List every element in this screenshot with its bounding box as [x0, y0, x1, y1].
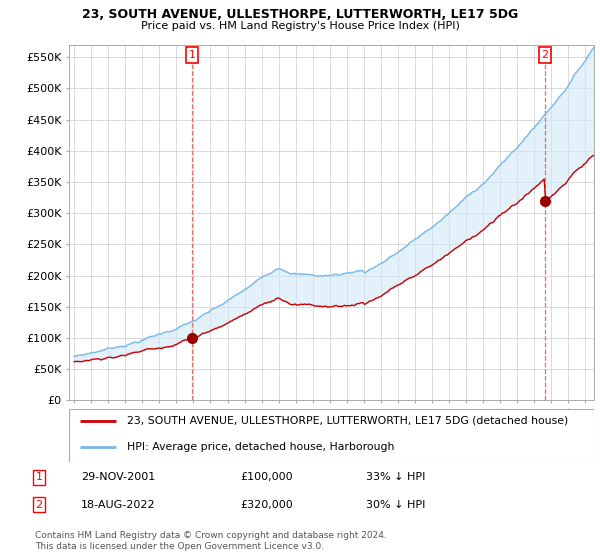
Text: 30% ↓ HPI: 30% ↓ HPI [366, 500, 425, 510]
Text: 18-AUG-2022: 18-AUG-2022 [81, 500, 155, 510]
Text: 2: 2 [35, 500, 43, 510]
Text: 2: 2 [542, 50, 548, 60]
Text: HPI: Average price, detached house, Harborough: HPI: Average price, detached house, Harb… [127, 442, 394, 452]
Text: 29-NOV-2001: 29-NOV-2001 [81, 472, 155, 482]
Text: Contains HM Land Registry data © Crown copyright and database right 2024.
This d: Contains HM Land Registry data © Crown c… [35, 531, 387, 550]
Text: 1: 1 [35, 472, 43, 482]
Text: £320,000: £320,000 [241, 500, 293, 510]
FancyBboxPatch shape [69, 409, 594, 462]
Text: 1: 1 [188, 50, 196, 60]
Text: 23, SOUTH AVENUE, ULLESTHORPE, LUTTERWORTH, LE17 5DG (detached house): 23, SOUTH AVENUE, ULLESTHORPE, LUTTERWOR… [127, 416, 568, 426]
Text: £100,000: £100,000 [241, 472, 293, 482]
Text: Price paid vs. HM Land Registry's House Price Index (HPI): Price paid vs. HM Land Registry's House … [140, 21, 460, 31]
Text: 33% ↓ HPI: 33% ↓ HPI [366, 472, 425, 482]
Text: 23, SOUTH AVENUE, ULLESTHORPE, LUTTERWORTH, LE17 5DG: 23, SOUTH AVENUE, ULLESTHORPE, LUTTERWOR… [82, 8, 518, 21]
